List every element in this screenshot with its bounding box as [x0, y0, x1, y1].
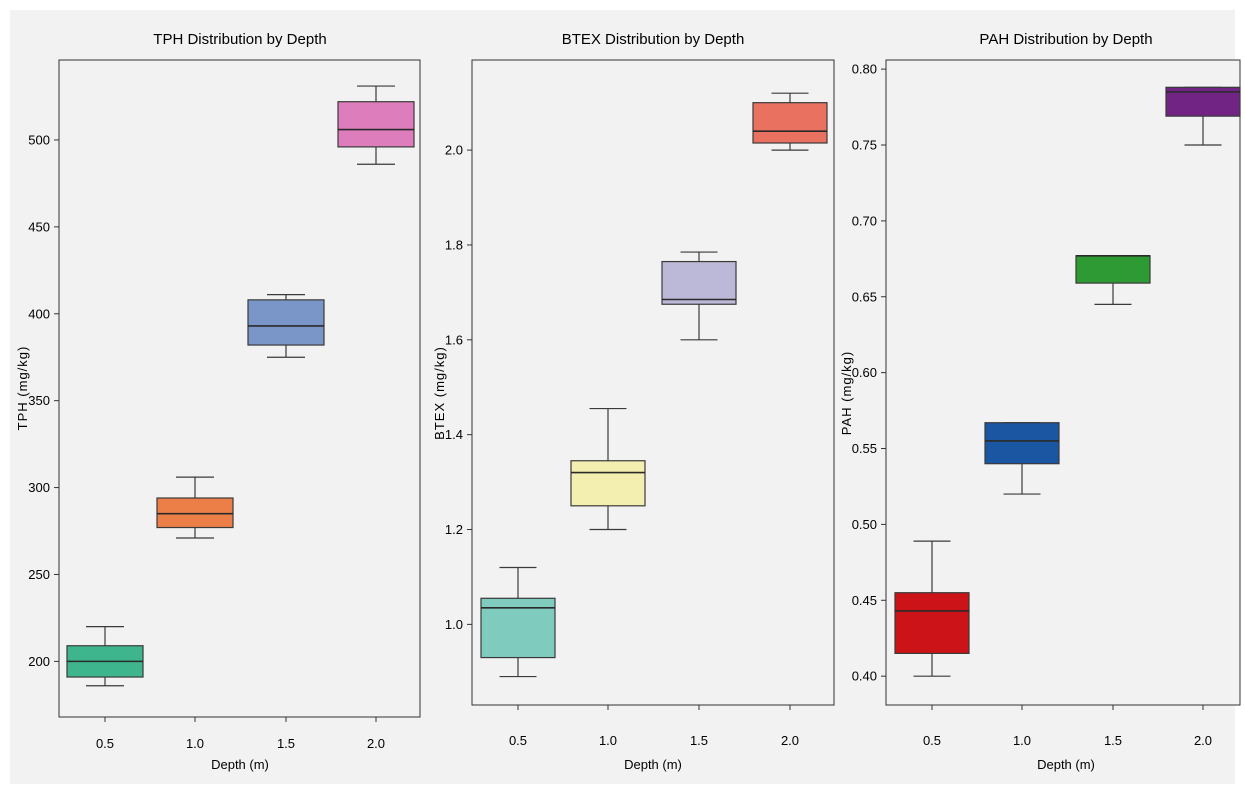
tph-boxes — [66, 85, 415, 687]
tph-x-tick-label: 1.0 — [186, 736, 204, 751]
btex-plot-area — [471, 59, 835, 706]
btex-subplot: BTEX Distribution by Depth 1.01.21.41.61… — [432, 31, 835, 772]
tph-plot-area — [58, 59, 421, 718]
tph-x-tick-label: 2.0 — [367, 736, 385, 751]
tph-y-tick-label: 250 — [28, 567, 50, 582]
pah-x-axis-label: Depth (m) — [1037, 757, 1095, 772]
pah-x-tick-label: 0.5 — [923, 733, 941, 748]
tph-y-tick-label: 350 — [28, 393, 50, 408]
pah-y-axis-label: PAH (mg/kg) — [839, 351, 854, 435]
pah-chart-title: PAH Distribution by Depth — [979, 31, 1152, 48]
btex-box-2.0 — [752, 92, 828, 151]
tph-chart-title: TPH Distribution by Depth — [153, 31, 326, 48]
pah-iqr-box — [894, 592, 970, 654]
tph-box-2.0 — [337, 85, 415, 165]
pah-x-tick-label: 1.5 — [1104, 733, 1122, 748]
btex-iqr-box — [752, 102, 828, 144]
pah-y-tick-label: 0.75 — [852, 137, 877, 152]
btex-y-tick-label: 1.8 — [445, 237, 463, 252]
pah-x-ticks: 0.5 1.0 1.5 2.0 — [923, 705, 1212, 748]
tph-x-tick-label: 0.5 — [96, 736, 114, 751]
pah-y-tick-label: 0.45 — [852, 593, 877, 608]
btex-box-1.5 — [661, 251, 737, 341]
tph-box-0.5 — [66, 626, 144, 687]
btex-chart-title: BTEX Distribution by Depth — [562, 31, 745, 48]
pah-box-1.5 — [1075, 254, 1151, 305]
pah-y-tick-label: 0.50 — [852, 517, 877, 532]
tph-x-axis-label: Depth (m) — [211, 757, 269, 772]
tph-box-1.0 — [156, 476, 234, 539]
btex-y-tick-label: 2.0 — [445, 143, 463, 158]
btex-y-tick-label: 1.4 — [445, 427, 463, 442]
tph-y-tick-label: 300 — [28, 480, 50, 495]
pah-x-tick-label: 2.0 — [1194, 733, 1212, 748]
btex-y-tick-label: 1.6 — [445, 332, 463, 347]
pah-boxes — [894, 86, 1241, 677]
pah-box-2.0 — [1165, 86, 1241, 146]
btex-box-1.0 — [570, 407, 646, 531]
pah-y-ticks: 0.40 0.45 0.50 0.55 0.60 0.65 0.70 0.75 0.80 — [852, 62, 886, 684]
pah-y-tick-label: 0.70 — [852, 213, 877, 228]
pah-subplot: PAH Distribution by Depth 0.400.450.500.… — [839, 31, 1241, 772]
btex-box-0.5 — [480, 566, 556, 678]
tph-y-ticks: 200 250 300 350 400 450 500 — [28, 132, 59, 669]
btex-iqr-box — [570, 460, 646, 507]
tph-y-axis-label: TPH (mg/kg) — [15, 346, 30, 431]
tph-iqr-box — [156, 497, 234, 529]
btex-x-tick-label: 1.0 — [599, 733, 617, 748]
pah-y-tick-label: 0.40 — [852, 669, 877, 684]
pah-y-tick-label: 0.55 — [852, 441, 877, 456]
tph-y-tick-label: 450 — [28, 219, 50, 234]
btex-x-tick-label: 1.5 — [690, 733, 708, 748]
btex-y-tick-label: 1.0 — [445, 617, 463, 632]
btex-boxes — [480, 92, 828, 678]
btex-y-ticks: 1.0 1.2 1.4 1.6 1.8 2.0 — [445, 143, 472, 632]
tph-x-tick-label: 1.5 — [277, 736, 295, 751]
tph-y-tick-label: 200 — [28, 654, 50, 669]
pah-y-tick-label: 0.60 — [852, 365, 877, 380]
pah-y-tick-label: 0.65 — [852, 289, 877, 304]
tph-iqr-box — [337, 101, 415, 148]
pah-box-1.0 — [984, 422, 1060, 495]
btex-x-tick-label: 0.5 — [509, 733, 527, 748]
tph-x-ticks: 0.5 1.0 1.5 2.0 — [96, 717, 385, 751]
tph-subplot: TPH Distribution by Depth 200 250 300 350 40… — [15, 31, 421, 772]
btex-y-axis-label: BTEX (mg/kg) — [432, 346, 447, 440]
pah-iqr-box — [984, 422, 1060, 465]
btex-y-tick-label: 1.2 — [445, 522, 463, 537]
tph-iqr-box — [247, 299, 325, 346]
tph-y-tick-label: 500 — [28, 132, 50, 147]
tph-y-tick-label: 400 — [28, 306, 50, 321]
btex-iqr-box — [661, 260, 737, 305]
btex-x-ticks: 0.5 1.0 1.5 2.0 — [509, 705, 799, 748]
tph-box-1.5 — [247, 294, 325, 358]
pah-iqr-box — [1075, 255, 1151, 284]
btex-x-tick-label: 2.0 — [781, 733, 799, 748]
pah-y-tick-label: 0.80 — [852, 62, 877, 77]
pah-box-0.5 — [894, 540, 970, 677]
btex-x-axis-label: Depth (m) — [624, 757, 682, 772]
pah-x-tick-label: 1.0 — [1013, 733, 1031, 748]
